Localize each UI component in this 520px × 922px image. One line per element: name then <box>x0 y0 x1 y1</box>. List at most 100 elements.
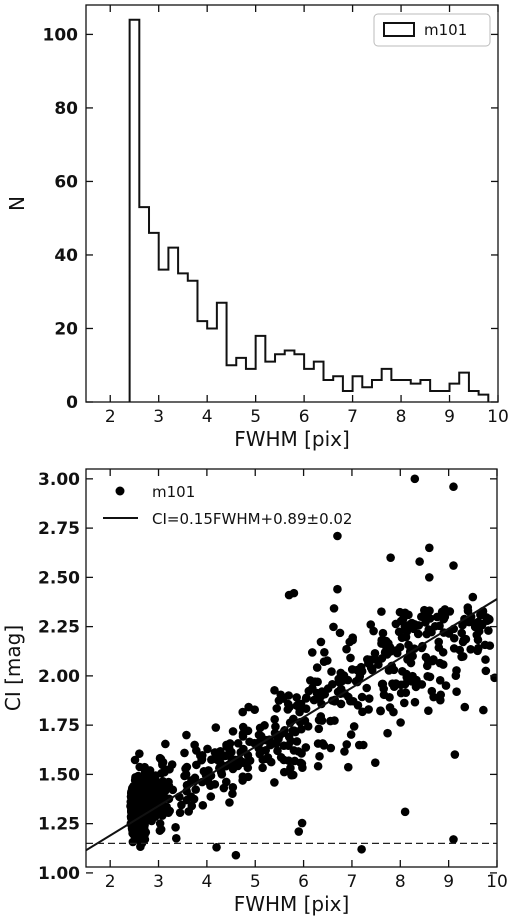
scatter-point <box>413 629 423 639</box>
scatter-point <box>284 732 294 742</box>
scatter-point <box>289 746 299 755</box>
scatter-point <box>374 660 383 669</box>
scatter-point <box>474 626 484 636</box>
histogram-bar <box>333 376 343 402</box>
fit-line <box>86 598 497 852</box>
y-tick-label: 40 <box>54 246 78 266</box>
scatter-point <box>383 728 392 738</box>
histogram-bar <box>217 303 227 402</box>
y-tick-label: 3.00 <box>38 470 80 490</box>
scatter-point <box>458 637 468 647</box>
scatter-point <box>370 758 380 767</box>
scatter-point <box>130 809 139 818</box>
scatter-point <box>449 835 458 844</box>
histogram-bar <box>469 391 479 402</box>
scatter-point <box>346 730 356 739</box>
scatter-point <box>273 746 282 756</box>
scatter-point <box>326 743 336 753</box>
legend-label: m101 <box>424 21 467 39</box>
histogram-bar <box>440 391 450 402</box>
scatter-point <box>286 763 295 773</box>
x-tick-label: 7 <box>347 872 358 892</box>
scatter-point <box>191 785 201 794</box>
scatter-point <box>367 665 377 675</box>
histogram-bar <box>207 328 217 402</box>
scatter-point <box>156 825 166 834</box>
scatter-point <box>292 737 302 746</box>
scatter-point <box>330 716 339 725</box>
scatter-point <box>140 835 150 844</box>
scatter-point <box>377 607 386 616</box>
scatter-point <box>262 754 271 764</box>
scatter-point <box>424 706 433 715</box>
scatter-point <box>285 702 294 712</box>
histogram-bar <box>353 376 363 402</box>
x-tick-label: 6 <box>298 872 309 892</box>
scatter-point <box>297 818 307 828</box>
scatter-point <box>287 770 296 780</box>
scatter-point <box>449 482 458 492</box>
scatter-point <box>336 699 346 709</box>
scatter-point <box>314 693 324 703</box>
histogram-bar <box>430 391 440 402</box>
scatter-point <box>356 662 366 672</box>
scatter-point <box>473 635 483 645</box>
scatter-point <box>233 739 243 748</box>
scatter-point <box>377 639 386 648</box>
scatter-point <box>276 753 286 762</box>
histogram-bar <box>391 380 401 402</box>
histogram-bar <box>227 365 237 402</box>
y-tick-label: 2.00 <box>38 667 80 687</box>
histogram-bar <box>362 387 372 402</box>
scatter-point <box>339 671 349 680</box>
scatter-point <box>225 798 234 807</box>
scatter-point <box>394 627 404 637</box>
scatter-point <box>449 561 458 570</box>
scatter-point <box>481 655 490 664</box>
scatter-point <box>466 644 475 654</box>
scatter-point <box>197 754 207 764</box>
scatter-point <box>485 641 495 650</box>
legend-label-fit: CI=0.15FWHM+0.89±0.02 <box>152 510 352 528</box>
scatter-point <box>244 702 253 712</box>
legend-swatch <box>383 22 415 37</box>
scatter-point <box>207 755 216 765</box>
scatter-point <box>301 743 311 752</box>
scatter-point <box>386 553 395 562</box>
scatter-point <box>289 588 299 598</box>
scatter-point <box>364 705 373 714</box>
scatter-point <box>449 633 459 643</box>
x-tick-label: 3 <box>153 872 164 892</box>
scatter-point <box>306 676 315 685</box>
scatter-point <box>378 679 388 689</box>
x-axis-title: FWHM [pix] <box>234 427 350 451</box>
scatter-point <box>378 628 388 638</box>
scatter-point <box>150 788 160 798</box>
scatter-point <box>346 696 355 706</box>
scatter-point <box>160 786 170 796</box>
scatter-point <box>425 573 434 582</box>
scatter-point <box>130 797 140 806</box>
scatter-point <box>291 727 300 737</box>
scatter-point <box>219 783 229 793</box>
histogram-bar <box>459 373 469 402</box>
scatter-point <box>385 642 395 652</box>
x-tick-label: 10 <box>487 407 509 427</box>
scatter-point <box>270 714 279 724</box>
y-tick-label: 1.25 <box>38 815 80 835</box>
scatter-point <box>335 628 345 638</box>
scatter-point <box>165 764 174 774</box>
scatter-point <box>139 822 149 831</box>
scatter-point <box>245 737 254 747</box>
scatter-point <box>254 730 264 740</box>
scatter-point <box>401 688 411 697</box>
scatter-point <box>342 740 352 749</box>
scatter-point <box>295 707 304 717</box>
scatter-point <box>342 644 351 654</box>
scatter-point <box>389 707 398 717</box>
histogram-outline <box>128 18 490 402</box>
histogram-bar <box>159 270 169 402</box>
scatter-point <box>162 802 171 812</box>
scatter-point <box>198 801 208 810</box>
